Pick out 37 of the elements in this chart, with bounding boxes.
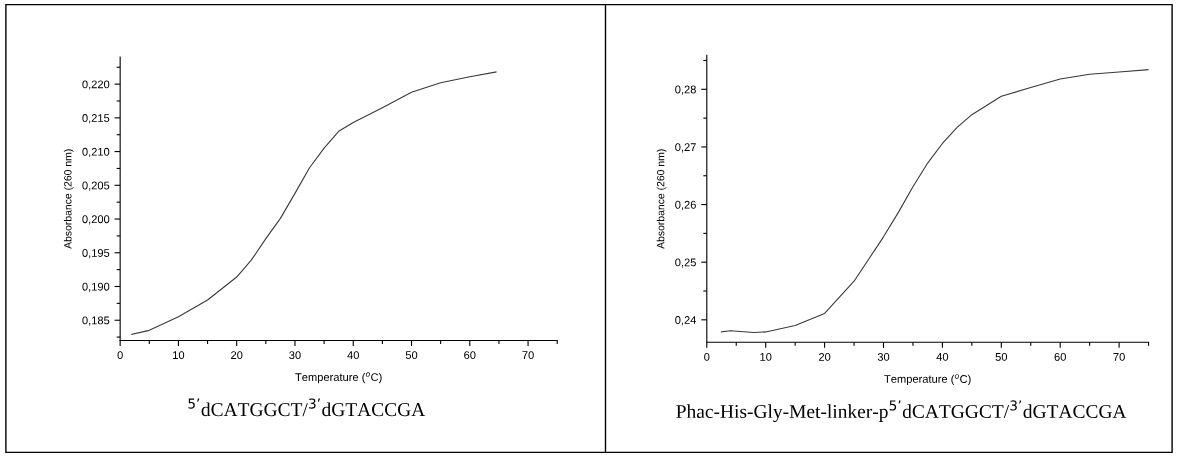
text: $^{5’}$dCATGGCT/$^{3’}$dGTACCGA bbox=[188, 398, 426, 417]
x-tick-label: 60 bbox=[464, 351, 476, 360]
y-tick-label: 0,190 bbox=[82, 282, 110, 292]
x-axis-title: Temperature ($^{o}$C) bbox=[884, 374, 971, 386]
y-tick-label: 0,220 bbox=[82, 80, 110, 90]
text: Phac-His-Gly-Met-linker-p$^{5’}$dCATGGCT/$^{3’}$dGTACCGA bbox=[676, 400, 1127, 423]
x-axis-title: Temperature ($^{o}$C) bbox=[295, 372, 382, 384]
y-tick-label: 0,27 bbox=[675, 143, 696, 153]
x-tick-label: 40 bbox=[347, 351, 359, 360]
x-tick-label: 30 bbox=[289, 351, 301, 360]
line-series bbox=[720, 69, 1149, 334]
y-tick-label: 0,195 bbox=[82, 249, 110, 259]
x-tick-label: 10 bbox=[760, 353, 772, 361]
y-tick-label: 0,185 bbox=[82, 316, 110, 326]
y-tick-label: 0,28 bbox=[675, 85, 696, 95]
x-tick-label: 50 bbox=[995, 353, 1008, 361]
y-tick-label: 0,215 bbox=[82, 114, 110, 124]
x-tick-label: 0 bbox=[704, 353, 710, 361]
x-tick-label: 10 bbox=[173, 351, 185, 360]
y-tick-label: 0,210 bbox=[82, 147, 110, 158]
y-tick-label: 0,24 bbox=[675, 316, 697, 326]
y-axis-title: Absorbance (260 nm) bbox=[63, 149, 74, 249]
x-tick-label: 70 bbox=[522, 351, 534, 360]
x-tick-label: 0 bbox=[117, 351, 123, 360]
x-tick-label: 50 bbox=[405, 351, 418, 360]
y-tick-label: 0,25 bbox=[675, 258, 696, 268]
x-tick-label: 20 bbox=[231, 351, 243, 360]
x-tick-label: 70 bbox=[1113, 353, 1125, 361]
y-tick-label: 0,26 bbox=[675, 200, 696, 211]
y-axis-title: Absorbance (260 nm) bbox=[656, 149, 667, 249]
x-tick-label: 60 bbox=[1054, 353, 1066, 361]
x-tick-label: 30 bbox=[877, 353, 890, 361]
line-series bbox=[131, 71, 497, 335]
x-tick-label: 20 bbox=[818, 353, 831, 361]
y-tick-label: 0,205 bbox=[82, 181, 110, 191]
y-tick-label: 0,200 bbox=[82, 215, 110, 225]
x-tick-label: 40 bbox=[936, 353, 949, 361]
